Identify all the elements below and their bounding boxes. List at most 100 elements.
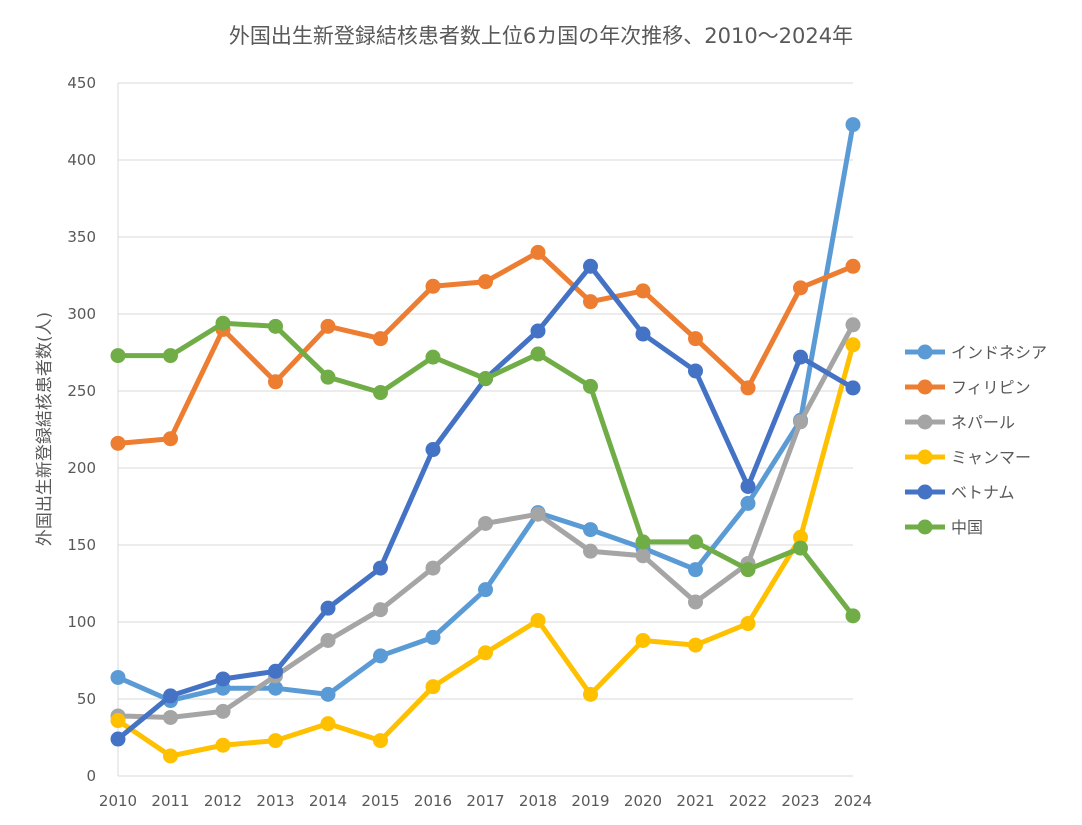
data-point (373, 331, 388, 347)
x-tick-label: 2011 (151, 792, 189, 810)
data-point (688, 331, 703, 347)
x-tick-label: 2022 (729, 792, 767, 810)
data-point (373, 385, 388, 401)
legend-label: ベトナム (951, 483, 1015, 502)
x-tick-label: 2014 (309, 792, 347, 810)
data-point (583, 543, 598, 559)
data-point (215, 737, 231, 753)
data-point (583, 378, 598, 394)
data-point (793, 349, 808, 365)
data-point (793, 414, 808, 430)
data-point (110, 348, 126, 364)
legend-item: ネパール (905, 413, 1015, 432)
data-point (478, 371, 493, 387)
data-point (583, 522, 598, 538)
data-point (530, 244, 546, 260)
data-point (635, 534, 651, 550)
y-tick-label: 150 (67, 536, 96, 554)
data-point (425, 629, 441, 645)
data-point (268, 374, 283, 390)
data-point (635, 326, 651, 342)
legend-item: インドネシア (905, 343, 1047, 362)
x-tick-label: 2024 (834, 792, 872, 810)
y-tick-label: 100 (67, 613, 96, 631)
data-point (215, 703, 231, 719)
y-tick-label: 300 (67, 305, 96, 323)
legend-label: フィリピン (951, 378, 1031, 397)
x-axis-ticks: 2010 2011 2012 2013 2014 2015 2016 2017 2018 2019… (99, 792, 872, 810)
data-point (845, 117, 861, 133)
y-axis-label: 外国出生新登録結核患者数(人) (35, 312, 55, 546)
x-tick-label: 2023 (781, 792, 819, 810)
data-point (583, 294, 598, 310)
data-point (373, 733, 388, 749)
x-tick-label: 2018 (519, 792, 557, 810)
y-tick-label: 0 (86, 767, 96, 785)
data-point (163, 709, 178, 725)
data-point (163, 348, 178, 364)
data-point (320, 632, 336, 648)
x-tick-label: 2019 (571, 792, 609, 810)
data-point (688, 594, 703, 610)
data-point (373, 648, 388, 664)
chart-title: 外国出生新登録結核患者数上位6カ国の年次推移、2010〜2024年 (229, 24, 853, 48)
y-tick-label: 250 (67, 382, 96, 400)
x-tick-label: 2016 (414, 792, 452, 810)
data-point (688, 534, 703, 550)
data-point (530, 612, 546, 628)
data-point (688, 637, 703, 653)
data-point (425, 278, 441, 294)
data-point (425, 442, 441, 458)
data-point (740, 495, 756, 511)
data-point (268, 663, 283, 679)
data-point (845, 608, 861, 624)
legend-label: 中国 (951, 518, 983, 537)
series-line (115, 122, 856, 703)
legend-label: インドネシア (951, 343, 1047, 362)
data-point (215, 315, 231, 331)
data-point (110, 713, 126, 729)
data-point (583, 258, 598, 274)
data-point (635, 632, 651, 648)
data-point (845, 258, 861, 274)
data-point (478, 515, 493, 531)
data-point (740, 616, 756, 632)
y-tick-label: 400 (67, 151, 96, 169)
x-tick-label: 2013 (256, 792, 294, 810)
data-point (583, 686, 598, 702)
gridlines (117, 82, 853, 777)
y-tick-label: 50 (77, 690, 96, 708)
series-4 (110, 337, 861, 764)
x-tick-label: 2021 (676, 792, 714, 810)
data-point (163, 748, 178, 764)
data-point (688, 562, 703, 578)
data-point (320, 369, 336, 385)
y-axis-ticks: 0 50 100 150 200 250 300 350 400 450 (67, 74, 96, 785)
y-tick-label: 450 (67, 74, 96, 92)
y-tick-label: 350 (67, 228, 96, 246)
data-point (320, 600, 336, 616)
x-tick-label: 2020 (624, 792, 662, 810)
data-point (530, 506, 546, 522)
data-point (110, 731, 126, 747)
data-point (740, 478, 756, 494)
legend-item: フィリピン (905, 378, 1031, 397)
legend-item: ミャンマー (905, 448, 1031, 467)
legend-marker (917, 484, 933, 500)
series-line (115, 342, 856, 759)
data-point (268, 318, 283, 334)
data-point (425, 679, 441, 695)
data-point (163, 431, 178, 447)
x-tick-label: 2017 (466, 792, 504, 810)
data-point (110, 435, 126, 451)
data-point (530, 323, 546, 339)
data-point (845, 337, 861, 353)
data-point (478, 274, 493, 290)
data-point (478, 645, 493, 661)
legend-marker (917, 379, 933, 395)
legend-item: 中国 (905, 518, 983, 537)
y-tick-label: 200 (67, 459, 96, 477)
data-point (635, 548, 651, 564)
data-point (373, 560, 388, 576)
